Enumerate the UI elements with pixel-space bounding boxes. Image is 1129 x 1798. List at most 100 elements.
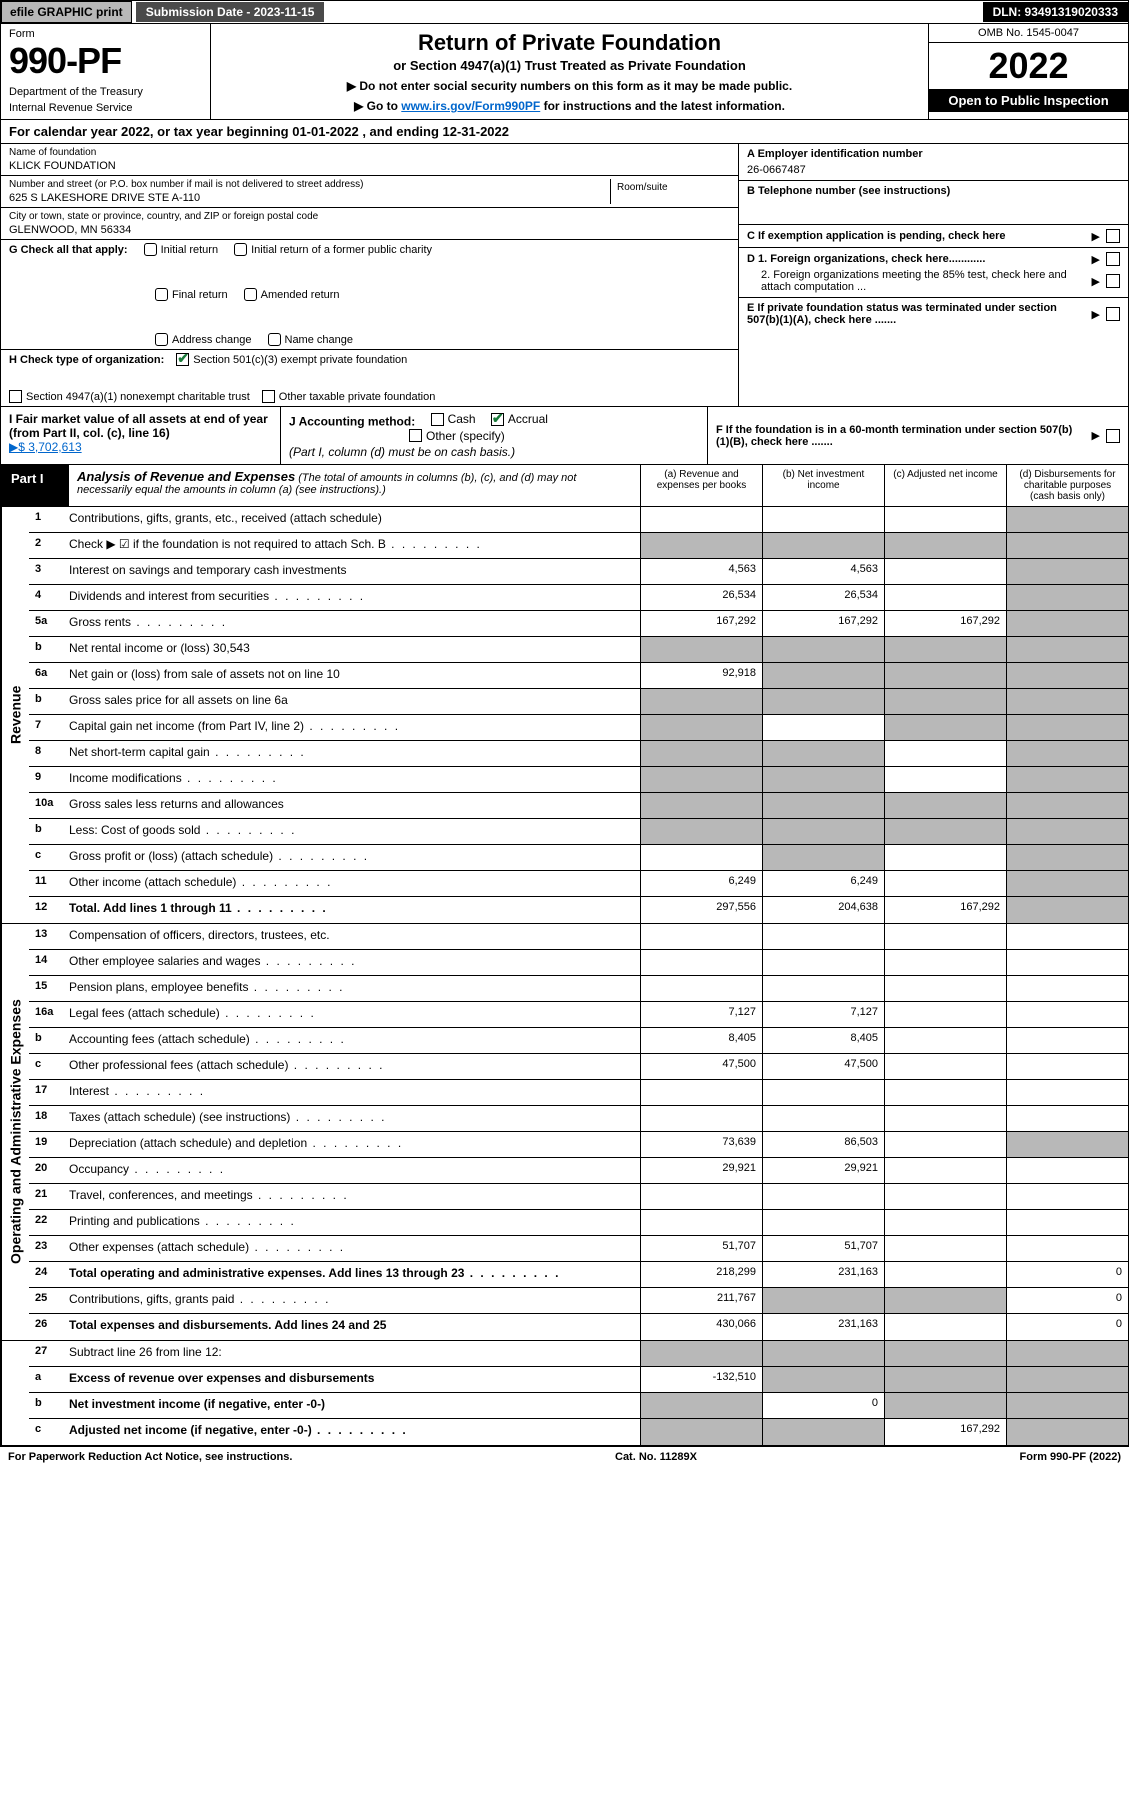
e-checkbox[interactable] <box>1106 307 1120 321</box>
4947-checkbox[interactable] <box>9 390 22 403</box>
cell-b <box>762 950 884 975</box>
cell-a: 4,563 <box>640 559 762 584</box>
table-row: bNet investment income (if negative, ent… <box>29 1393 1128 1419</box>
cell-d <box>1006 924 1128 949</box>
form-number: 990-PF <box>9 40 202 82</box>
cell-a: 92,918 <box>640 663 762 688</box>
table-row: 2Check ▶ ☑ if the foundation is not requ… <box>29 533 1128 559</box>
i-fmv-value[interactable]: ▶$ 3,702,613 <box>9 440 82 454</box>
row-label: Total expenses and disbursements. Add li… <box>65 1314 640 1340</box>
cell-c <box>884 507 1006 532</box>
table-row: bGross sales price for all assets on lin… <box>29 689 1128 715</box>
cell-c <box>884 1236 1006 1261</box>
cell-d <box>1006 767 1128 792</box>
cell-a <box>640 1080 762 1105</box>
table-row: 18Taxes (attach schedule) (see instructi… <box>29 1106 1128 1132</box>
row-number: 9 <box>29 767 65 792</box>
cell-a: 430,066 <box>640 1314 762 1340</box>
row-label: Excess of revenue over expenses and disb… <box>65 1367 640 1392</box>
cell-d <box>1006 1106 1128 1131</box>
goto-note: ▶ Go to www.irs.gov/Form990PF for instru… <box>221 99 918 113</box>
j-note: (Part I, column (d) must be on cash basi… <box>289 445 515 459</box>
name-change-checkbox[interactable] <box>268 333 281 346</box>
irs-link[interactable]: www.irs.gov/Form990PF <box>401 99 540 113</box>
address-change-checkbox[interactable] <box>155 333 168 346</box>
cell-d <box>1006 1158 1128 1183</box>
other-specify-checkbox[interactable] <box>409 429 422 442</box>
table-row: 10aGross sales less returns and allowanc… <box>29 793 1128 819</box>
other-taxable-checkbox[interactable] <box>262 390 275 403</box>
city-state-zip: GLENWOOD, MN 56334 <box>9 224 730 236</box>
e-label: E If private foundation status was termi… <box>747 302 1086 326</box>
row-label: Other employee salaries and wages <box>65 950 640 975</box>
info-row-ij: I Fair market value of all assets at end… <box>0 407 1129 465</box>
cell-a: 211,767 <box>640 1288 762 1313</box>
cell-a <box>640 1210 762 1235</box>
initial-former-checkbox[interactable] <box>234 243 247 256</box>
d1-checkbox[interactable] <box>1106 252 1120 266</box>
cell-d <box>1006 741 1128 766</box>
cell-c <box>884 871 1006 896</box>
cell-c <box>884 1158 1006 1183</box>
topbar: efile GRAPHIC print Submission Date - 20… <box>0 0 1129 24</box>
row-number: 25 <box>29 1288 65 1313</box>
row-label: Taxes (attach schedule) (see instruction… <box>65 1106 640 1131</box>
cell-d <box>1006 1132 1128 1157</box>
entity-section: Name of foundation KLICK FOUNDATION Numb… <box>0 144 1129 407</box>
col-a-header: (a) Revenue and expenses per books <box>640 465 762 506</box>
cell-b: 231,163 <box>762 1262 884 1287</box>
accrual-checkbox[interactable] <box>491 413 504 426</box>
cell-d <box>1006 689 1128 714</box>
row-number: 21 <box>29 1184 65 1209</box>
row-label: Subtract line 26 from line 12: <box>65 1341 640 1366</box>
row-number: c <box>29 1054 65 1079</box>
cell-c <box>884 637 1006 662</box>
address: 625 S LAKESHORE DRIVE STE A-110 <box>9 192 610 204</box>
row-label: Capital gain net income (from Part IV, l… <box>65 715 640 740</box>
501c3-checkbox[interactable] <box>176 353 189 366</box>
d2-label: 2. Foreign organizations meeting the 85%… <box>747 269 1086 293</box>
f-checkbox[interactable] <box>1106 429 1120 443</box>
initial-return-checkbox[interactable] <box>144 243 157 256</box>
cell-d <box>1006 845 1128 870</box>
table-row: 20Occupancy29,92129,921 <box>29 1158 1128 1184</box>
cell-a: 297,556 <box>640 897 762 923</box>
cell-a: 26,534 <box>640 585 762 610</box>
row-number: 19 <box>29 1132 65 1157</box>
form-title: Return of Private Foundation <box>221 30 918 56</box>
cell-a <box>640 1393 762 1418</box>
cell-c <box>884 1002 1006 1027</box>
part1-title: Analysis of Revenue and Expenses <box>77 469 295 484</box>
row-label: Gross sales price for all assets on line… <box>65 689 640 714</box>
cash-checkbox[interactable] <box>431 413 444 426</box>
cell-b <box>762 663 884 688</box>
cell-d: 0 <box>1006 1314 1128 1340</box>
cell-a: 167,292 <box>640 611 762 636</box>
row-number: 12 <box>29 897 65 923</box>
row-number: b <box>29 637 65 662</box>
c-checkbox[interactable] <box>1106 229 1120 243</box>
cell-b: 86,503 <box>762 1132 884 1157</box>
row-label: Check ▶ ☑ if the foundation is not requi… <box>65 533 640 558</box>
row-label: Other income (attach schedule) <box>65 871 640 896</box>
amended-return-checkbox[interactable] <box>244 288 257 301</box>
efile-print-button[interactable]: efile GRAPHIC print <box>1 1 132 23</box>
cell-c <box>884 1054 1006 1079</box>
d2-checkbox[interactable] <box>1106 274 1120 288</box>
cell-b <box>762 1080 884 1105</box>
final-return-checkbox[interactable] <box>155 288 168 301</box>
cell-a <box>640 1184 762 1209</box>
part1-tag: Part I <box>1 465 69 506</box>
table-row: bLess: Cost of goods sold <box>29 819 1128 845</box>
cell-a: 8,405 <box>640 1028 762 1053</box>
dln: DLN: 93491319020333 <box>983 2 1128 22</box>
row-label: Gross sales less returns and allowances <box>65 793 640 818</box>
ssn-note: ▶ Do not enter social security numbers o… <box>221 79 918 93</box>
d1-label: D 1. Foreign organizations, check here..… <box>747 253 1086 265</box>
j-accounting-label: J Accounting method: <box>289 415 415 429</box>
cell-a <box>640 819 762 844</box>
cell-d <box>1006 871 1128 896</box>
cell-c <box>884 559 1006 584</box>
paperwork-notice: For Paperwork Reduction Act Notice, see … <box>8 1451 292 1463</box>
cell-a <box>640 741 762 766</box>
